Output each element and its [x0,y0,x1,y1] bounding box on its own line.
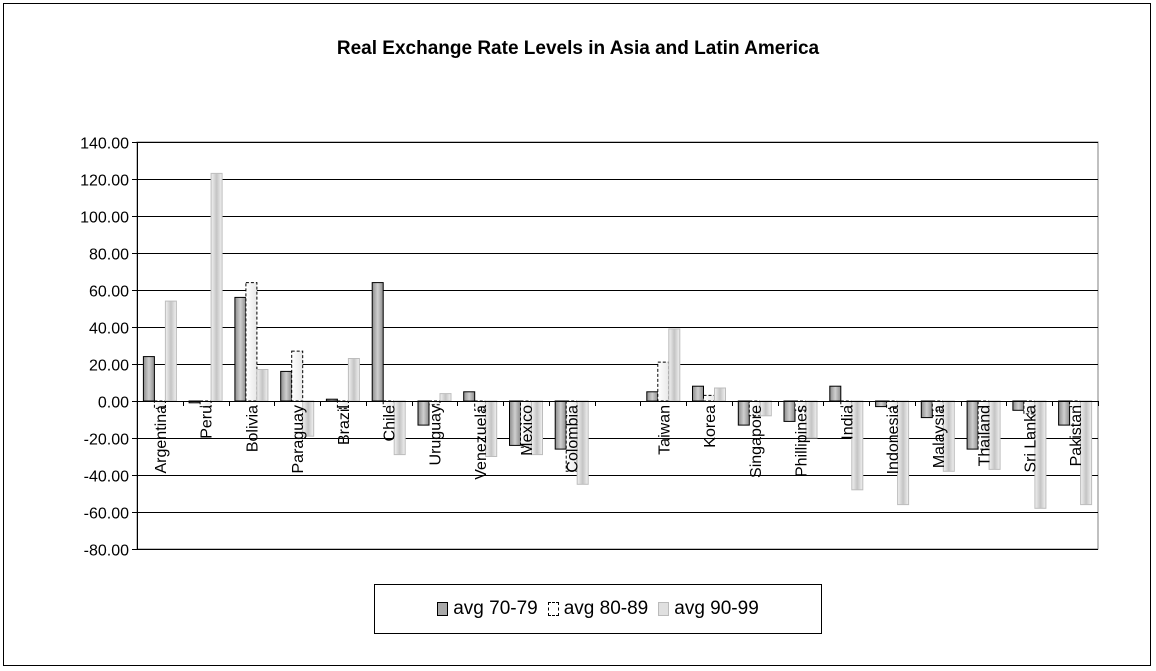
bar-3 [347,358,360,402]
category-label: Taiwan [656,405,673,455]
legend-label-series-1: avg 70-79 [453,598,538,619]
bar-3 [210,172,223,402]
y-tick-label: -20.00 [84,432,129,449]
y-tick-label: 40.00 [89,321,129,338]
category-label: Brazil [336,405,353,445]
category-label: Sri Lanka [1022,405,1039,473]
category-label: Phillipines [794,405,811,477]
bar-1 [692,385,704,402]
legend-swatch-series-2 [547,602,559,616]
category-label: Thailand [977,405,994,466]
legend-item-series-2: avg 80-89 [547,598,649,620]
legend-item-series-1: avg 70-79 [437,598,538,620]
bar-1 [234,296,247,402]
category-label: Bolivia [244,405,261,452]
gridlines [136,141,1099,550]
category-label: Chile [382,405,399,442]
bar-3 [439,393,452,402]
plot-area [136,141,1099,550]
category-label: India [839,405,856,440]
category-label: Argentina [153,405,170,474]
category-label: Uruguay [428,405,445,465]
axes [132,142,1099,550]
y-tick-label: 120.00 [80,173,129,190]
category-label: Colombia [565,405,582,473]
legend-item-series-3: avg 90-99 [658,598,759,620]
bar-2 [657,361,670,402]
y-tick-label: 80.00 [89,247,129,264]
y-tick-label: 20.00 [89,358,129,375]
y-tick-label: 140.00 [80,136,129,153]
bar-1 [463,391,476,402]
legend: avg 70-79 avg 80-89 avg 90-99 [374,584,822,634]
y-tick-label: -40.00 [84,469,129,486]
bar-1 [280,370,293,402]
y-tick-label: 0.00 [98,395,129,412]
y-tick-label: 100.00 [80,210,129,227]
legend-label-series-2: avg 80-89 [563,598,649,619]
bar-3 [256,369,269,402]
category-label: Malaysia [931,405,948,468]
bar-2 [291,350,304,402]
bar-2 [245,282,258,402]
bar-1 [646,391,659,402]
category-label: Paraguay [290,405,307,474]
y-tick-label: -60.00 [84,506,129,523]
y-tick-label: -80.00 [84,543,129,560]
category-label: Indonesia [885,405,902,474]
category-label: Singapore [748,405,765,478]
legend-swatch-series-1 [437,602,449,616]
category-label: Korea [702,405,719,448]
bar-3 [164,300,177,402]
category-label: Pakistan [1068,405,1085,466]
bar-3 [714,387,726,402]
category-label: Peru [199,405,216,439]
bar-1 [371,282,384,402]
bar-1 [829,385,842,402]
bar-1 [325,398,338,402]
bar-2 [703,394,715,402]
y-tick-label: 60.00 [89,284,129,301]
category-label: Venezuela [473,405,490,480]
chart-title: Real Exchange Rate Levels in Asia and La… [336,38,820,59]
legend-swatch-series-3 [658,602,670,616]
labels: 140.00 120.00 100.00 80.00 60.00 40.00 20.00 0.… [80,136,1085,560]
category-label: Mexico [519,405,536,456]
bar-1 [142,356,155,402]
legend-label-series-3: avg 90-99 [674,598,759,619]
bar-3 [668,328,681,402]
